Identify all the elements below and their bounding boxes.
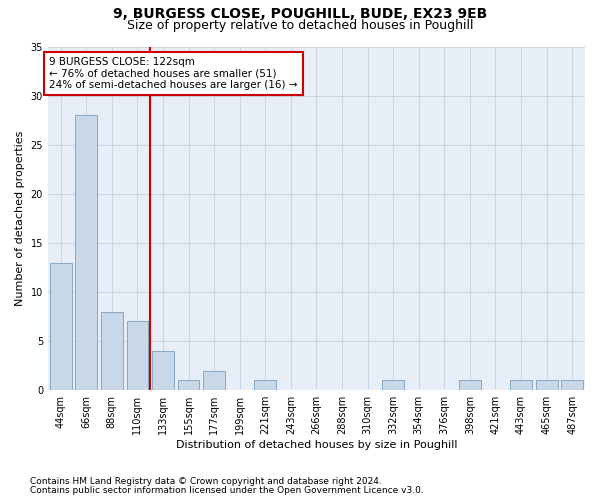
Text: Size of property relative to detached houses in Poughill: Size of property relative to detached ho… bbox=[127, 19, 473, 32]
Bar bbox=[459, 380, 481, 390]
Bar bbox=[178, 380, 199, 390]
Bar bbox=[203, 370, 225, 390]
Text: Contains public sector information licensed under the Open Government Licence v3: Contains public sector information licen… bbox=[30, 486, 424, 495]
Bar bbox=[382, 380, 404, 390]
Bar bbox=[510, 380, 532, 390]
Text: 9 BURGESS CLOSE: 122sqm
← 76% of detached houses are smaller (51)
24% of semi-de: 9 BURGESS CLOSE: 122sqm ← 76% of detache… bbox=[49, 57, 298, 90]
Bar bbox=[152, 351, 174, 390]
Bar bbox=[50, 262, 71, 390]
X-axis label: Distribution of detached houses by size in Poughill: Distribution of detached houses by size … bbox=[176, 440, 457, 450]
Bar bbox=[254, 380, 276, 390]
Text: Contains HM Land Registry data © Crown copyright and database right 2024.: Contains HM Land Registry data © Crown c… bbox=[30, 477, 382, 486]
Bar bbox=[127, 322, 148, 390]
Text: 9, BURGESS CLOSE, POUGHILL, BUDE, EX23 9EB: 9, BURGESS CLOSE, POUGHILL, BUDE, EX23 9… bbox=[113, 8, 487, 22]
Bar bbox=[562, 380, 583, 390]
Bar bbox=[536, 380, 557, 390]
Bar bbox=[101, 312, 123, 390]
Bar bbox=[76, 115, 97, 390]
Y-axis label: Number of detached properties: Number of detached properties bbox=[15, 130, 25, 306]
